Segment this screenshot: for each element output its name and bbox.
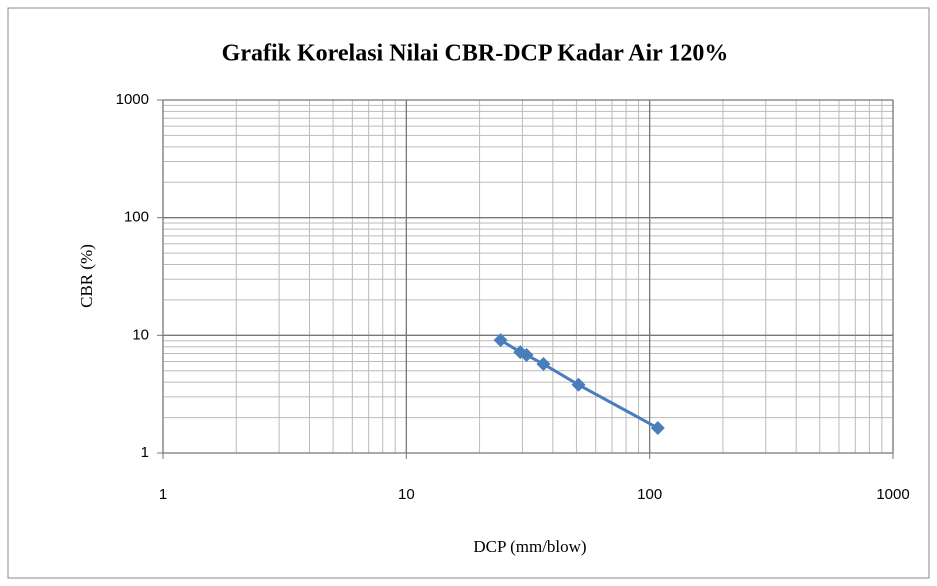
x-tick-label: 1: [159, 486, 167, 503]
chart-title: Grafik Korelasi Nilai CBR-DCP Kadar Air …: [222, 41, 729, 67]
data-point: [650, 421, 665, 436]
data-point: [571, 377, 586, 392]
x-axis-title: DCP (mm/blow): [473, 537, 586, 556]
x-tick-label: 100: [637, 486, 662, 503]
y-tick-label: 1: [141, 444, 149, 461]
data-point: [536, 357, 551, 372]
data-point: [493, 333, 508, 348]
x-tick-label: 1000: [876, 486, 909, 503]
plot-area: [162, 99, 894, 454]
y-tick-label: 100: [124, 209, 149, 226]
data-point: [519, 348, 534, 363]
x-tick-label: 10: [398, 486, 415, 503]
y-tick-label: 1000: [116, 91, 149, 108]
y-tick-label: 10: [132, 326, 149, 343]
y-axis-title: CBR (%): [77, 244, 96, 308]
